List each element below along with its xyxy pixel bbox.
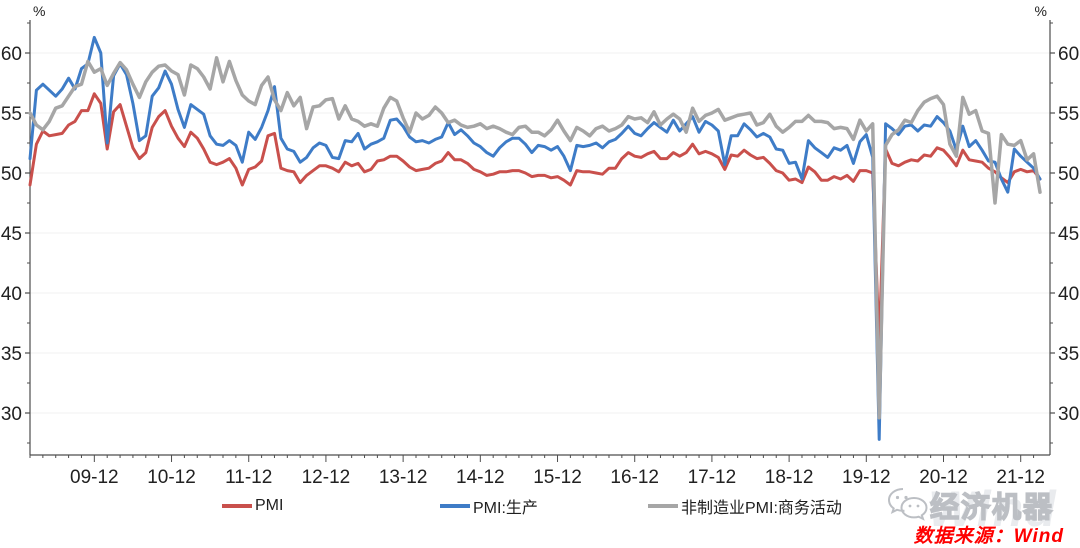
x-tick-label: 11-12: [225, 467, 272, 488]
pmi-production-line: [28, 35, 1042, 441]
x-tick-label: 10-12: [147, 467, 196, 488]
x-tick-label: 15-12: [533, 467, 582, 488]
legend-label-nonmfg-pmi: 非制造业PMI:商务活动: [681, 500, 842, 517]
nonmfg-pmi-line: [28, 56, 1042, 420]
y-tick-label-left: 60: [1, 44, 22, 65]
y-tick-label-right: 50: [1058, 164, 1079, 185]
y-tick-label-right: 30: [1058, 404, 1079, 425]
x-tick-label: 20-12: [919, 467, 968, 488]
legend-item-pmi[interactable]: PMI: [222, 496, 283, 516]
wechat-icon: [887, 488, 928, 521]
y-tick-label-right: 40: [1058, 284, 1079, 305]
pmi-line-swatch: [222, 504, 252, 508]
percent-label-left: %: [33, 3, 45, 19]
legend-item-pmi-production[interactable]: PMI:生产: [440, 496, 538, 517]
data-source-label: 数据来源：Wind: [913, 526, 1064, 547]
y-tick-label-left: 40: [1, 284, 22, 305]
y-tick-label-left: 30: [1, 404, 22, 425]
y-tick-label-left: 35: [1, 344, 22, 365]
x-tick-label: 18-12: [765, 467, 814, 488]
y-tick-label-left: 50: [1, 164, 22, 185]
percent-label-right: %: [1035, 3, 1047, 19]
y-tick-label-left: 45: [1, 224, 22, 245]
x-tick-label: 21-12: [996, 467, 1045, 488]
y-tick-label-right: 60: [1058, 44, 1079, 65]
x-tick-label: 16-12: [610, 467, 659, 488]
x-tick-label: 17-12: [688, 467, 737, 488]
x-tick-label: 09-12: [70, 467, 119, 488]
pmi-production-line-swatch: [440, 504, 470, 508]
y-tick-label-right: 45: [1058, 224, 1079, 245]
y-tick-label-left: 55: [1, 104, 22, 125]
brand-watermark: 经济机器: [886, 484, 1054, 526]
y-tick-label-right: 55: [1058, 104, 1079, 125]
legend-item-nonmfg-pmi[interactable]: 非制造业PMI:商务活动: [648, 496, 842, 517]
legend-label-pmi-production: PMI:生产: [473, 500, 538, 517]
x-tick-label: 12-12: [302, 467, 351, 488]
legend-label-pmi: PMI: [255, 497, 284, 514]
x-tick-label: 14-12: [456, 467, 505, 488]
wind-watermark: Wind: [928, 481, 1058, 537]
nonmfg-pmi-line-swatch: [648, 504, 678, 508]
plot-canvas: 30 30 35 35 40 40 45 45 50 50 55 55 60 60% % 09-12 10-12…: [1, 3, 1079, 488]
x-tick-label: 19-12: [842, 467, 891, 488]
y-tick-label-right: 35: [1058, 344, 1079, 365]
x-tick-label: 13-12: [379, 467, 428, 488]
brand-watermark-text: 经济机器: [929, 491, 1055, 524]
